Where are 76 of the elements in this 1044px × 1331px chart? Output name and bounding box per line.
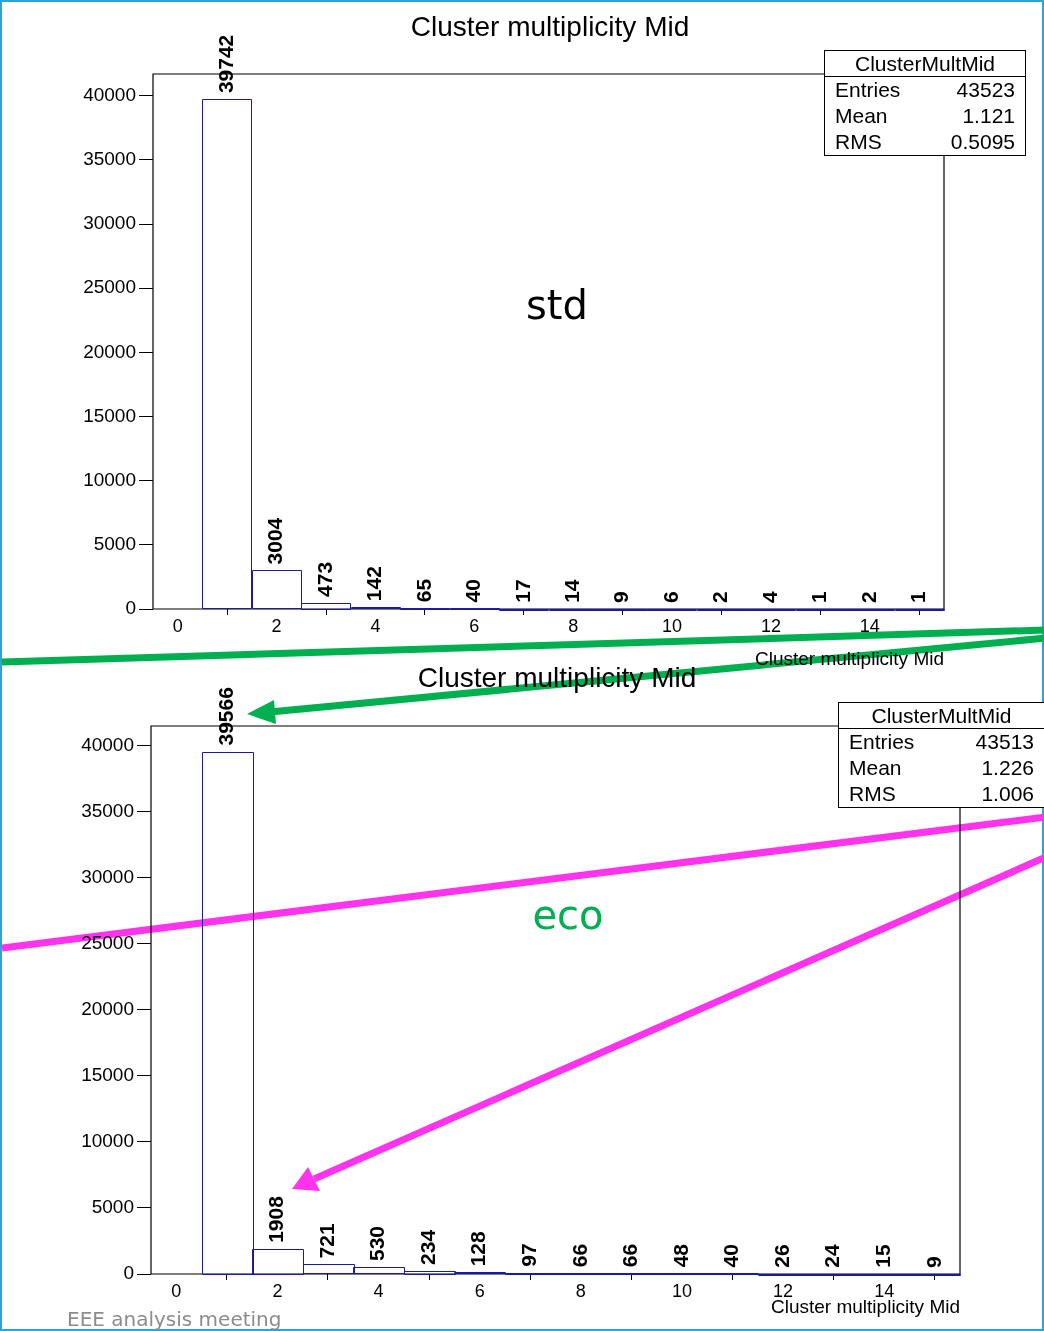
data-label: 1908 bbox=[264, 1195, 288, 1243]
text: Entries 43513 bbox=[849, 730, 1034, 753]
data-label: 3004 bbox=[263, 517, 287, 565]
x-tick-label: 10 bbox=[662, 615, 683, 636]
y-tick-label: 5000 bbox=[91, 1196, 134, 1218]
data-label: 234 bbox=[415, 1229, 439, 1265]
data-label: 26 bbox=[769, 1244, 793, 1268]
text: EEE analysis meeting bbox=[67, 1307, 282, 1331]
data-label: 6 bbox=[658, 591, 682, 603]
annotation: std bbox=[525, 281, 589, 330]
data-label: 40 bbox=[719, 1244, 743, 1268]
x-tick-label: 6 bbox=[474, 1280, 485, 1301]
data-label: 721 bbox=[314, 1223, 338, 1259]
y-tick-label: 0 bbox=[123, 1262, 134, 1284]
y-tick-label: 30000 bbox=[81, 866, 134, 888]
x-tick-label: 8 bbox=[568, 615, 579, 636]
text: Mean 1.226 bbox=[849, 756, 1034, 779]
data-label: 4 bbox=[757, 590, 781, 603]
data-label: 24 bbox=[820, 1244, 844, 1268]
annotation: ClusterMultMid bbox=[825, 51, 1025, 77]
y-tick-label: 0 bbox=[125, 597, 136, 619]
y-tick-label: 20000 bbox=[83, 340, 136, 362]
data-label: 473 bbox=[312, 561, 336, 597]
x-tick-label: 14 bbox=[874, 1280, 895, 1301]
x-tick-label: 6 bbox=[469, 615, 480, 636]
x-tick-label: 8 bbox=[575, 1280, 586, 1301]
data-label: 128 bbox=[466, 1230, 490, 1267]
y-tick-label: 20000 bbox=[81, 998, 134, 1020]
text: Entries 43523 bbox=[835, 78, 1015, 101]
data-label: 65 bbox=[411, 578, 435, 603]
data-label: 66 bbox=[567, 1243, 591, 1268]
y-tick-label: 40000 bbox=[81, 734, 134, 756]
data-label: 1 bbox=[906, 590, 930, 603]
y-tick-label: 40000 bbox=[83, 84, 136, 106]
data-label: 17 bbox=[510, 579, 534, 603]
data-label: 40 bbox=[461, 579, 485, 603]
data-label: 9 bbox=[921, 1256, 945, 1268]
data-label: 530 bbox=[365, 1225, 389, 1261]
x-tick-label: 12 bbox=[760, 615, 781, 636]
annotation: eco bbox=[531, 891, 605, 940]
x-tick-label: 2 bbox=[272, 1280, 283, 1301]
text: RMS 0.5095 bbox=[835, 130, 1015, 153]
data-label: 39566 bbox=[213, 687, 237, 746]
x-tick-label: 0 bbox=[172, 615, 183, 636]
x-tick-label: 12 bbox=[773, 1280, 794, 1301]
text: RMS 1.006 bbox=[849, 782, 1034, 805]
annotation: ClusterMultMid bbox=[839, 703, 1044, 729]
data-label: 1 bbox=[807, 590, 831, 603]
y-tick-label: 35000 bbox=[83, 148, 136, 170]
y-tick-label: 25000 bbox=[83, 276, 136, 298]
data-label: 66 bbox=[618, 1243, 642, 1268]
y-tick-label: 15000 bbox=[81, 1064, 134, 1086]
data-label: 39742 bbox=[213, 34, 237, 94]
data-label: 142 bbox=[362, 566, 386, 602]
chart-title: Cluster multiplicity Mid bbox=[410, 10, 690, 42]
y-tick-label: 10000 bbox=[81, 1130, 134, 1152]
x-tick-label: 4 bbox=[370, 615, 381, 636]
x-tick-label: 10 bbox=[671, 1280, 692, 1301]
x-tick-label: 4 bbox=[373, 1280, 384, 1301]
y-tick-label: 30000 bbox=[83, 212, 136, 234]
data-label: 15 bbox=[870, 1244, 894, 1268]
data-label: 2 bbox=[856, 591, 880, 603]
data-label: 14 bbox=[560, 579, 584, 603]
y-tick-label: 10000 bbox=[83, 468, 136, 490]
text: Mean 1.121 bbox=[835, 104, 1015, 127]
y-tick-label: 35000 bbox=[81, 800, 134, 822]
y-tick-label: 25000 bbox=[81, 932, 134, 954]
data-label: 97 bbox=[517, 1243, 541, 1267]
y-tick-label: 5000 bbox=[93, 533, 136, 555]
x-tick-label: 14 bbox=[859, 615, 880, 636]
x-tick-label: 0 bbox=[171, 1280, 182, 1301]
x-tick-label: 2 bbox=[271, 615, 282, 636]
y-tick-label: 15000 bbox=[83, 404, 136, 426]
data-label: 48 bbox=[668, 1243, 692, 1268]
data-label: 9 bbox=[609, 591, 633, 603]
data-label: 2 bbox=[708, 591, 732, 603]
